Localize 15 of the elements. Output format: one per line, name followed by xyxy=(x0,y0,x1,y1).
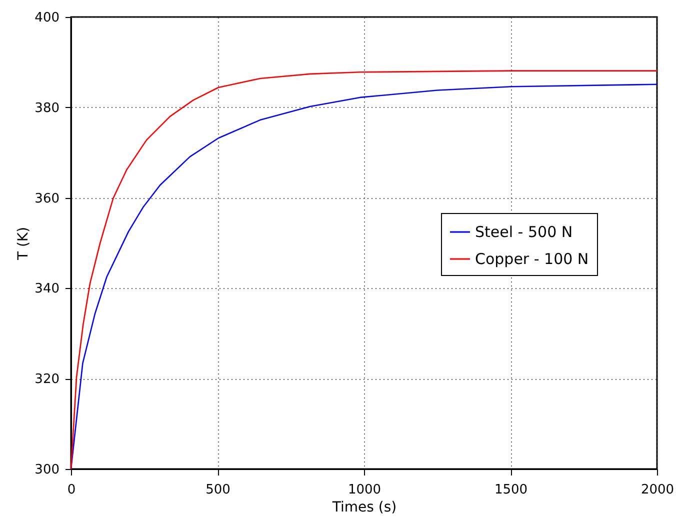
x-tick-label: 500 xyxy=(206,482,230,498)
y-tick-label: 400 xyxy=(34,10,60,26)
x-tick-label: 1000 xyxy=(348,482,382,498)
legend-label: Copper - 100 N xyxy=(475,250,589,268)
x-axis-title: Times (s) xyxy=(331,500,397,516)
y-axis-title: T (K) xyxy=(16,226,32,262)
x-tick-label: 2000 xyxy=(640,482,674,498)
y-tick-label: 300 xyxy=(34,462,60,478)
y-tick-label: 380 xyxy=(34,100,60,116)
y-tick-label: 340 xyxy=(34,282,60,297)
legend-label: Steel - 500 N xyxy=(475,223,573,241)
x-tick-label: 1500 xyxy=(494,482,528,498)
x-tick-label: 0 xyxy=(67,482,76,498)
y-tick-label: 320 xyxy=(34,372,60,388)
y-tick-label: 360 xyxy=(34,191,60,206)
